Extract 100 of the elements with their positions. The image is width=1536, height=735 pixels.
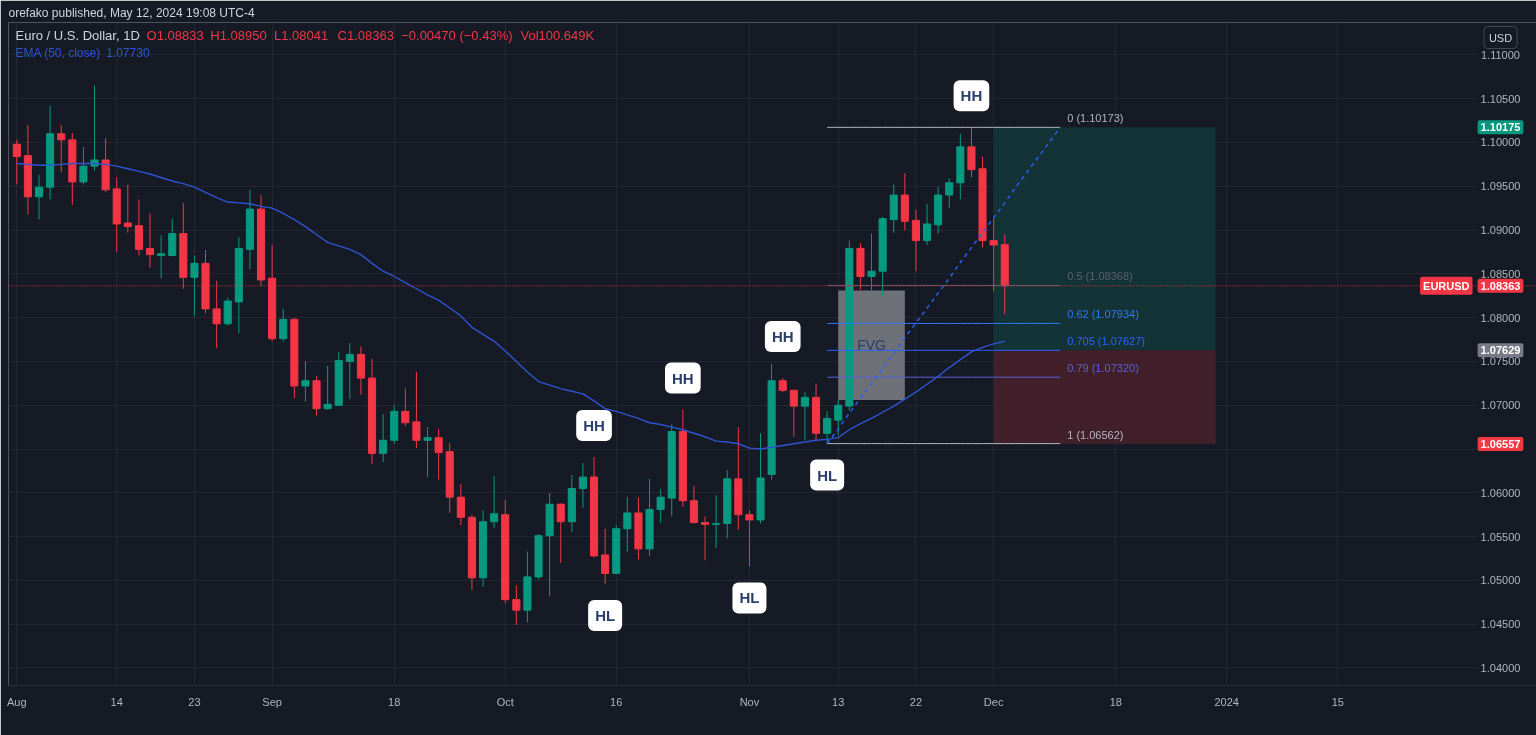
y-tick-label: 1.08000 xyxy=(1480,311,1521,324)
candlestick xyxy=(867,233,876,291)
candlestick xyxy=(57,124,66,173)
candlestick xyxy=(945,177,954,209)
candlestick xyxy=(601,528,610,585)
candlestick xyxy=(423,426,432,478)
annotation: −0.00470 (−0.43%) xyxy=(401,28,513,43)
series-label: 0.5 (1.08368) xyxy=(1067,270,1133,283)
y-axis-title: USD xyxy=(1488,31,1513,44)
text: 1.06557 xyxy=(1480,438,1521,451)
annotation: C1.08363 xyxy=(337,28,394,43)
x-tick-label: 14 xyxy=(110,695,123,708)
annotation: HH xyxy=(672,369,694,387)
x-tick-label: 13 xyxy=(832,695,845,708)
candlestick xyxy=(123,184,132,234)
candlestick xyxy=(345,342,354,400)
candlestick xyxy=(512,585,521,626)
y-tick-label: 1.05000 xyxy=(1480,574,1521,587)
x-tick-label: 18 xyxy=(1109,695,1122,708)
candlestick xyxy=(712,494,721,549)
series-label: 0.62 (1.07934) xyxy=(1067,308,1139,321)
candlestick xyxy=(90,85,99,172)
annotation: H1.08950 xyxy=(210,28,267,43)
candlestick xyxy=(145,212,155,269)
annotation: HL xyxy=(817,466,838,484)
x-tick-label: Nov xyxy=(739,695,760,708)
candlestick xyxy=(911,209,920,272)
y-tick-label: 1.06000 xyxy=(1480,486,1521,499)
candlestick xyxy=(279,308,288,342)
annotation: 1.08363 xyxy=(1480,279,1521,292)
candlestick xyxy=(800,391,809,441)
text: 1.10175 xyxy=(1480,121,1521,134)
candlestick xyxy=(34,174,44,221)
annotation: O1.08833 xyxy=(146,28,204,43)
candlestick xyxy=(789,388,798,438)
candlestick xyxy=(134,198,143,256)
y-tick-label: 1.08500 xyxy=(1480,267,1521,280)
x-tick-label: 18 xyxy=(388,695,401,708)
candlestick xyxy=(434,428,443,481)
candlestick xyxy=(823,410,832,445)
candlestick xyxy=(79,146,88,186)
x-tick-label: Aug xyxy=(7,695,27,708)
y-tick-label: 1.11000 xyxy=(1481,48,1520,61)
chart-title: Euro / U.S. Dollar, 1D xyxy=(15,28,140,43)
y-tick-label: 1.04000 xyxy=(1480,661,1521,674)
series-label: 1 (1.06562) xyxy=(1067,428,1124,441)
x-tick-label: 16 xyxy=(610,695,623,708)
y-tick-label: 1.05500 xyxy=(1480,530,1521,543)
candlestick xyxy=(456,483,465,526)
text: orefako published, May 12, 2024 19:08 UTC-4 xyxy=(8,6,255,20)
candlestick xyxy=(556,502,565,564)
x-tick-label: 22 xyxy=(909,695,923,708)
candlestick xyxy=(190,254,199,317)
candlestick xyxy=(490,475,499,529)
annotation: 1.07730 xyxy=(106,46,150,60)
x-tick-label: Oct xyxy=(496,695,514,708)
y-tick-label: 1.04500 xyxy=(1480,618,1521,631)
candlestick xyxy=(689,485,698,524)
y-tick-label: 1.07500 xyxy=(1480,355,1521,368)
text: EMA (50, close) xyxy=(15,45,101,60)
candlestick xyxy=(401,388,410,427)
candlestick xyxy=(745,509,754,567)
series-label: 0.79 (1.07320) xyxy=(1067,362,1139,375)
candlestick xyxy=(623,496,632,552)
annotation: Vol100.649K xyxy=(520,28,595,43)
candlestick xyxy=(168,218,177,257)
annotation: HH xyxy=(583,416,605,434)
candlestick xyxy=(412,371,421,449)
candlestick xyxy=(656,488,665,524)
y-tick-label: 1.10500 xyxy=(1480,92,1521,105)
x-tick-label: 2024 xyxy=(1214,695,1239,708)
candlestick xyxy=(223,297,232,327)
x-tick-label: 15 xyxy=(1331,695,1344,708)
annotation: FVG xyxy=(857,337,886,354)
x-tick-label: Dec xyxy=(983,695,1004,708)
annotation: HL xyxy=(739,589,760,607)
y-tick-label: 1.07000 xyxy=(1480,399,1521,412)
candlestick xyxy=(700,515,710,561)
series-label: 0.705 (1.07627) xyxy=(1067,335,1145,348)
candlestick xyxy=(157,234,166,279)
candlestick xyxy=(967,126,976,179)
candlestick xyxy=(301,360,310,403)
x-tick-label: 23 xyxy=(188,695,201,708)
candlestick xyxy=(323,365,332,411)
y-tick-label: 1.09500 xyxy=(1480,180,1521,193)
x-tick-label: Sep xyxy=(262,695,282,708)
annotation: L1.08041 xyxy=(273,28,329,43)
ref-line-label: EURUSD xyxy=(1423,279,1470,292)
y-tick-label: 1.09000 xyxy=(1480,224,1521,237)
candlestick xyxy=(356,346,365,396)
y-tick-label: 1.10000 xyxy=(1480,136,1521,149)
candlestick xyxy=(834,399,843,436)
line-series xyxy=(826,126,1061,445)
annotation: HH xyxy=(960,87,983,105)
candlestick xyxy=(578,462,587,509)
annotation: HL xyxy=(595,606,616,624)
candlestick xyxy=(12,139,21,186)
series-label: 0 (1.10173) xyxy=(1067,112,1124,125)
candlestick xyxy=(922,203,932,246)
annotation: HH xyxy=(771,328,794,346)
